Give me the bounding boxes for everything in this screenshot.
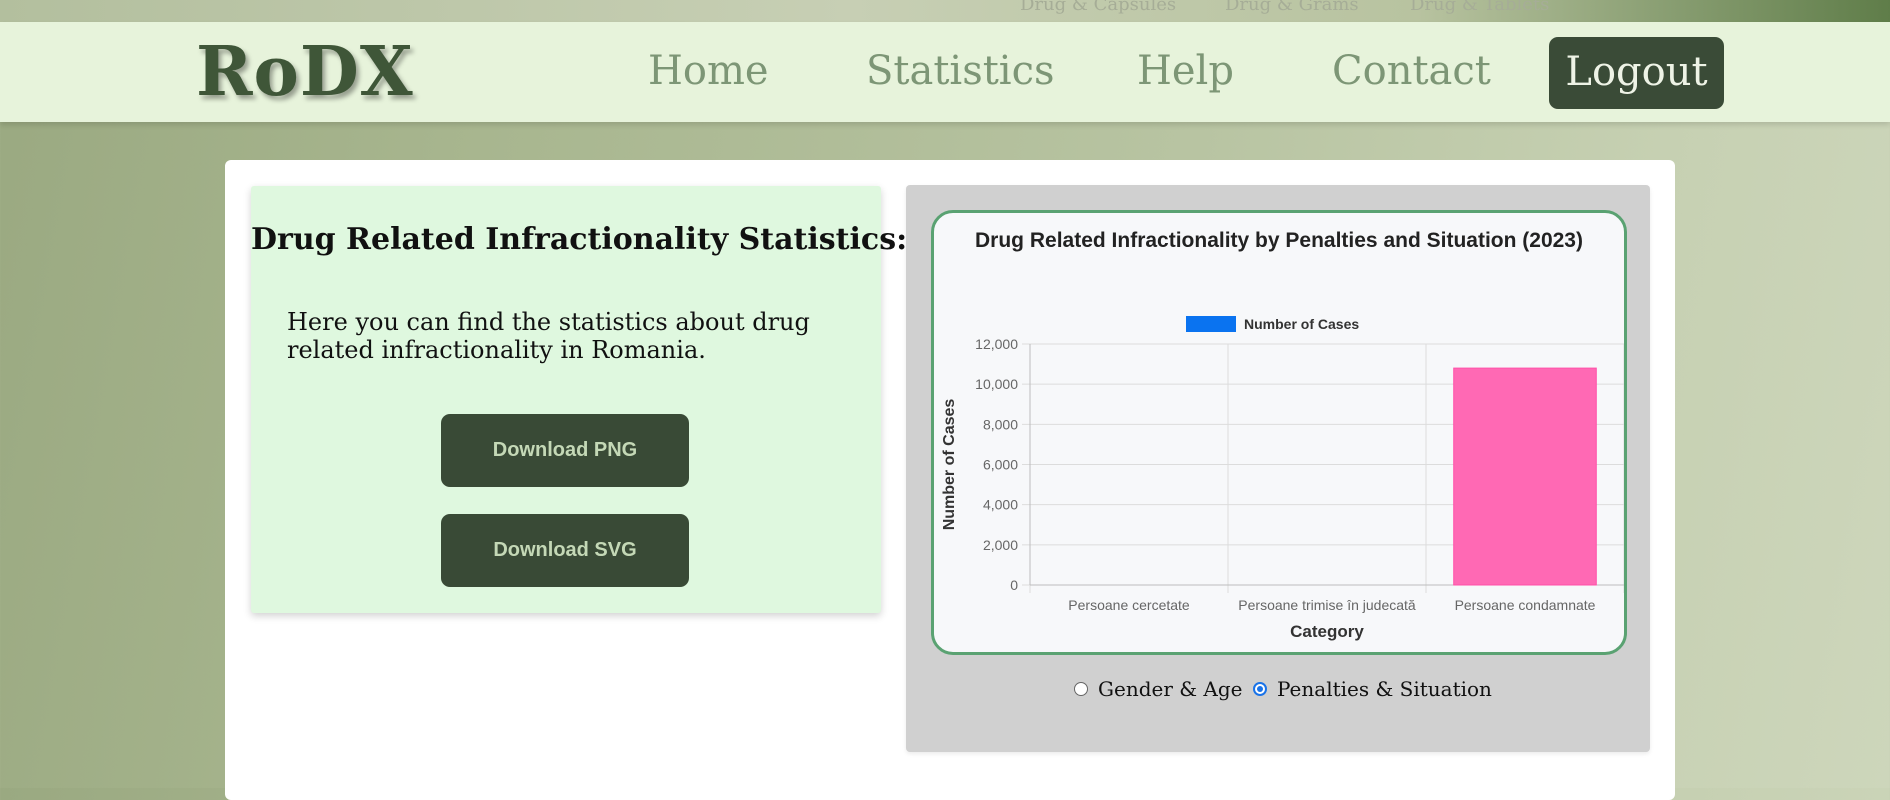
ghost-menu-item: Drug & Grams [1225,0,1359,15]
nav-home-link[interactable]: Home [648,48,769,94]
download-png-button[interactable]: Download PNG [441,414,689,487]
top-strip: Drug & Capsules Drug & Grams Drug & Tabl… [0,0,1890,22]
x-tick-label: Persoane condamnate [1455,597,1596,613]
gender-age-label: Gender & Age [1098,677,1243,701]
chart-title: Drug Related Infractionality by Penaltie… [975,229,1583,252]
download-svg-button[interactable]: Download SVG [441,514,689,587]
legend-swatch [1186,316,1236,332]
nav-statistics-link[interactable]: Statistics [866,48,1055,94]
ghost-menu-item: Drug & Tablets [1410,0,1550,15]
ghost-menu-item: Drug & Capsules [1020,0,1177,15]
info-panel: Drug Related Infractionality Statistics:… [251,186,908,613]
x-tick-label: Persoane cercetate [1068,597,1190,613]
penalties-situation-option[interactable]: Penalties & Situation [1253,677,1492,701]
page-title: Drug Related Infractionality Statistics: [251,222,908,257]
y-axis-title: Number of Cases [941,399,958,531]
bar-chart: Drug Related Infractionality by Penaltie… [941,229,1624,641]
site-logo[interactable]: RoDX [196,32,414,112]
penalties-situation-label: Penalties & Situation [1277,677,1492,701]
y-tick-label: 4,000 [983,497,1018,513]
navbar: RoDX Home Statistics Help Contact Logout [0,22,1890,122]
gender-age-radio[interactable] [1074,682,1088,696]
gender-age-option[interactable]: Gender & Age [1074,677,1243,701]
chart-options: Gender & Age Penalties & Situation [906,677,1650,707]
x-axis-title: Category [1290,622,1364,641]
y-tick-label: 12,000 [975,336,1018,352]
chart-panel: Drug Related Infractionality by Penaltie… [906,185,1650,752]
y-tick-label: 2,000 [983,537,1018,553]
page-description: Here you can find the statistics about d… [287,308,810,364]
penalties-situation-radio[interactable] [1253,682,1267,696]
x-tick-label: Persoane trimise în judecată [1238,597,1416,613]
y-tick-label: 6,000 [983,457,1018,473]
chart-container: Drug Related Infractionality by Penaltie… [931,210,1627,655]
nav-help-link[interactable]: Help [1137,48,1234,94]
y-tick-label: 10,000 [975,376,1018,392]
legend-label: Number of Cases [1244,316,1359,332]
bar [1453,367,1597,586]
logout-button[interactable]: Logout [1549,37,1724,109]
nav-contact-link[interactable]: Contact [1332,48,1491,94]
y-tick-label: 8,000 [983,416,1018,432]
y-tick-label: 0 [1010,577,1018,593]
